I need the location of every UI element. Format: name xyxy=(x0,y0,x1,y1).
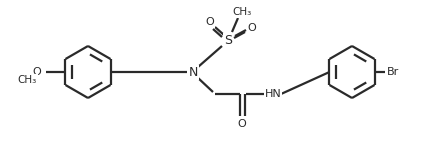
Text: Br: Br xyxy=(385,67,398,77)
Text: HN: HN xyxy=(264,89,281,99)
Text: CH₃: CH₃ xyxy=(18,75,37,85)
Text: N: N xyxy=(188,66,197,78)
Text: O: O xyxy=(205,17,214,27)
Text: O: O xyxy=(247,23,256,33)
Text: O: O xyxy=(33,67,41,77)
Text: O: O xyxy=(237,119,246,129)
Text: CH₃: CH₃ xyxy=(232,7,251,17)
Text: S: S xyxy=(224,33,231,46)
